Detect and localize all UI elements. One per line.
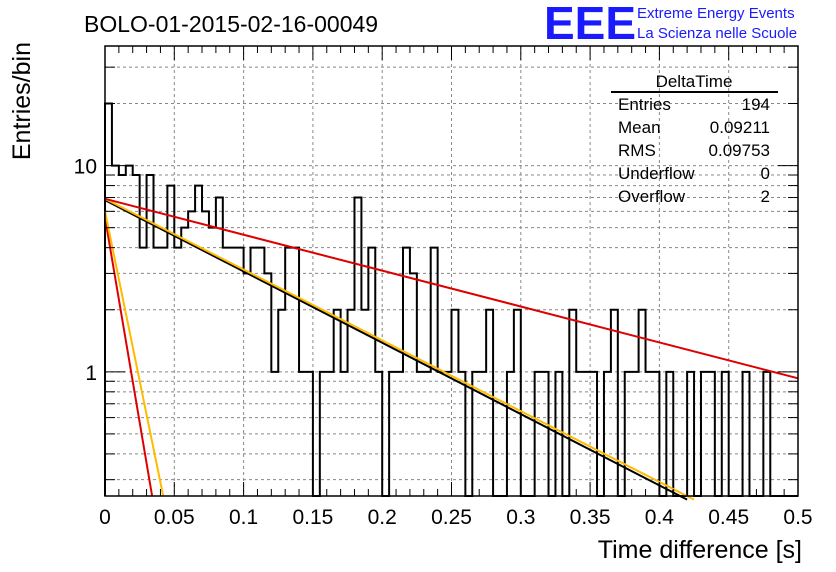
stats-value: 0 bbox=[761, 164, 770, 183]
y-tick-label: 1 bbox=[85, 362, 97, 385]
y-tick-label: 10 bbox=[74, 156, 97, 179]
stats-value: 0.09211 bbox=[710, 118, 770, 137]
stats-title: DeltaTime bbox=[656, 72, 733, 91]
x-tick-label: 0.15 bbox=[292, 506, 333, 529]
x-tick-label: 0.5 bbox=[783, 506, 812, 529]
axes: 0 0.05 0.1 0.15 0.2 0.25 0.3 0.35 0.4 0.45 0.5 1 10 bbox=[74, 45, 813, 529]
x-axis-title: Time difference [s] bbox=[598, 536, 802, 564]
stats-value: 0.09753 bbox=[709, 141, 770, 160]
y-axis-title: Entries/bin bbox=[8, 42, 36, 160]
fit-curve bbox=[104, 197, 799, 380]
fit-curve bbox=[104, 211, 165, 497]
fit-curve bbox=[104, 197, 695, 501]
stats-value: 2 bbox=[761, 187, 770, 206]
x-tick-label: 0.1 bbox=[229, 506, 258, 529]
fit-curves bbox=[104, 197, 799, 501]
statistics-box: DeltaTime Entries 194 Mean 0.09211 RMS 0.0975… bbox=[611, 72, 778, 206]
x-tick-label: 0.2 bbox=[368, 506, 397, 529]
histogram-layer bbox=[104, 102, 798, 497]
grid-lines bbox=[105, 46, 798, 496]
histogram-outline bbox=[104, 102, 798, 497]
brand-line-1: Extreme Energy Events bbox=[637, 5, 795, 22]
stats-label: RMS bbox=[618, 141, 656, 160]
x-tick-label: 0.45 bbox=[708, 506, 749, 529]
stats-label: Mean bbox=[618, 118, 661, 137]
chart-title: BOLO-01-2015-02-16-00049 bbox=[84, 11, 378, 37]
x-tick-label: 0.4 bbox=[645, 506, 675, 529]
x-tick-label: 0.25 bbox=[431, 506, 472, 529]
brand-line-2: La Scienza nelle Scuole bbox=[637, 25, 797, 42]
eee-logo: EEE bbox=[544, 0, 636, 49]
stats-label: Underflow bbox=[618, 164, 695, 183]
x-tick-label: 0.05 bbox=[154, 506, 195, 529]
x-tick-label: 0 bbox=[99, 506, 111, 529]
fit-curve bbox=[104, 199, 688, 501]
stats-value: 194 bbox=[742, 95, 770, 114]
stats-label: Overflow bbox=[618, 187, 686, 206]
stats-label: Entries bbox=[618, 95, 671, 114]
x-tick-label: 0.35 bbox=[570, 506, 611, 529]
x-tick-label: 0.3 bbox=[506, 506, 535, 529]
fit-curve bbox=[104, 217, 154, 497]
stats-rows: Entries 194 Mean 0.09211 RMS 0.09753 Underflow… bbox=[618, 95, 770, 206]
